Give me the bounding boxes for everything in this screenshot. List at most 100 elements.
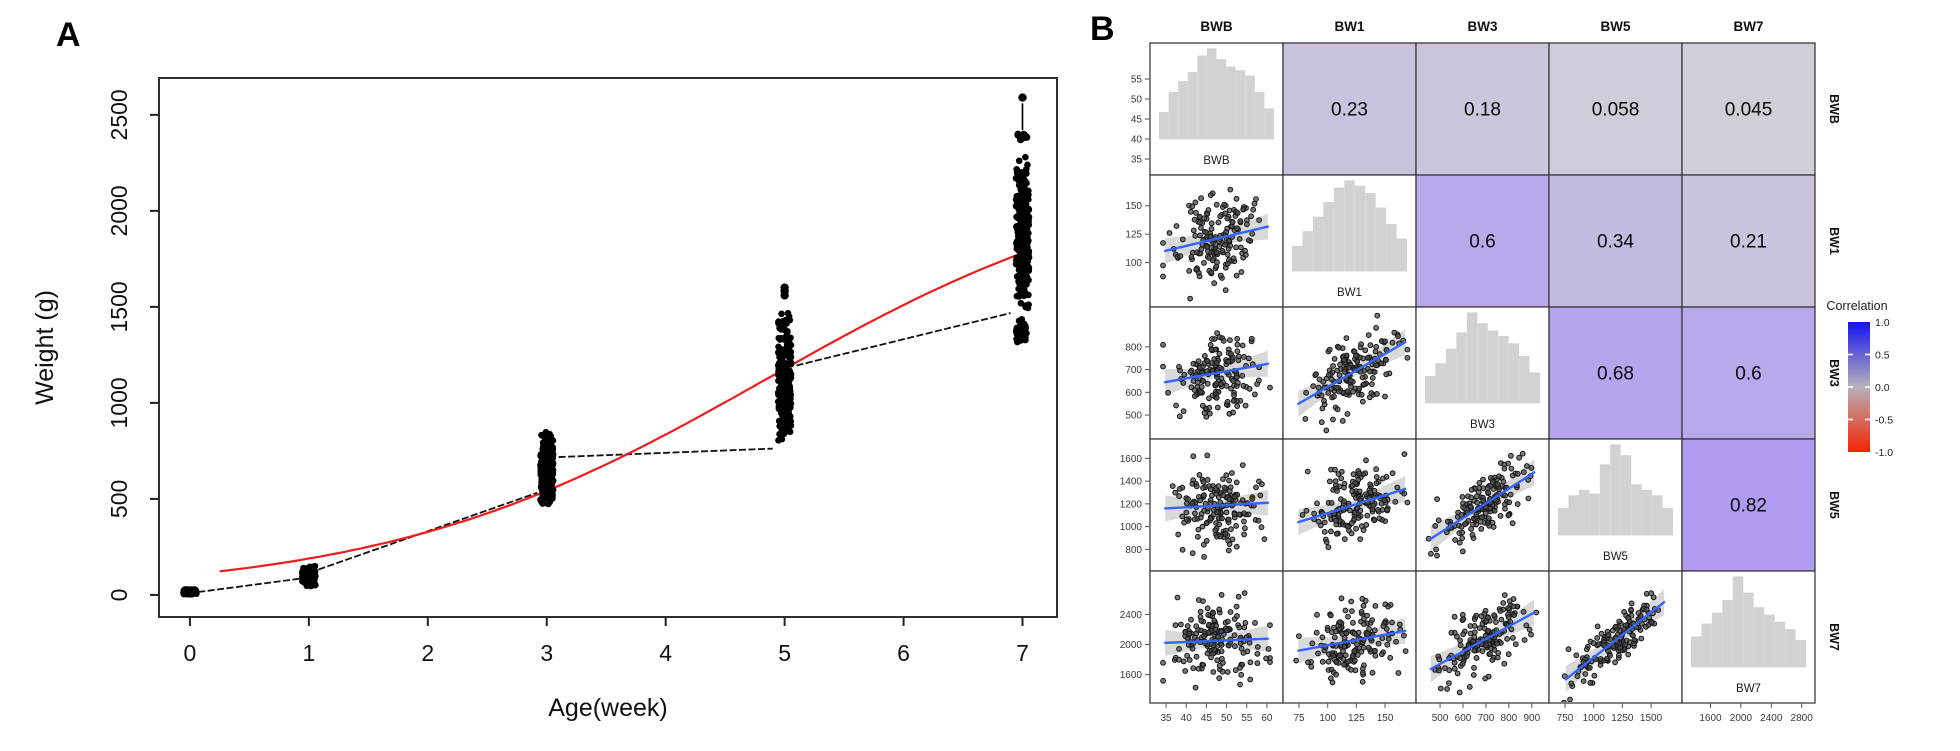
mean-segment — [796, 312, 1011, 367]
y-tick-label: 1500 — [106, 281, 132, 332]
column-header: BW3 — [1468, 19, 1498, 34]
regression-line — [1163, 225, 1270, 253]
mean-segment — [198, 577, 301, 593]
scatter-cell — [1429, 592, 1540, 696]
y-tick-label: 2500 — [106, 89, 132, 140]
column-header: BW7 — [1734, 19, 1764, 34]
matrix-bottom-axis: 35 40 45 50 55 60 75 100 125 150 500 600 700 800 900 75… — [1161, 703, 1814, 724]
left-tick-label: 35 — [1131, 155, 1143, 166]
regression-line — [1297, 629, 1407, 652]
bottom-tick-label: 800 — [1501, 713, 1518, 724]
left-tick-label: 800 — [1125, 545, 1142, 556]
panel-a-label: A — [56, 16, 81, 54]
row-header: BW5 — [1827, 491, 1841, 519]
correlation-matrix-plot: BWB BW1 BW3 BW5 BW7 BWB BW1 BW3 BW5 BW7 BWB 0.23 0.1… — [1120, 19, 1894, 724]
bottom-tick-label: 750 — [1557, 713, 1574, 724]
y-tick-label: 0 — [106, 589, 132, 602]
diagonal-histogram — [1558, 444, 1673, 536]
correlation-value: 0.045 — [1725, 100, 1773, 121]
scatter-cell — [1160, 590, 1273, 691]
fit-curve — [219, 253, 1020, 573]
bottom-tick-label: 1600 — [1699, 713, 1722, 724]
left-tick-label: 2000 — [1120, 640, 1143, 651]
diagonal-histogram — [1425, 312, 1540, 404]
diagonal-label: BW5 — [1603, 551, 1628, 563]
bottom-tick-label: 125 — [1348, 713, 1365, 724]
scatter-cell — [1297, 451, 1411, 551]
diagonal-label: BW7 — [1736, 683, 1761, 695]
growth-scatter-plot: 0 1 2 3 4 5 6 7 0 500 1000 1500 2000 2500 Age(week) Wei… — [31, 77, 1058, 722]
scatter-cell — [1561, 589, 1666, 702]
diagonal-label: BW3 — [1470, 419, 1495, 431]
left-tick-label: 50 — [1131, 95, 1143, 106]
bottom-tick-label: 75 — [1293, 713, 1305, 724]
diagonal-histogram — [1159, 48, 1274, 140]
left-tick-label: 500 — [1125, 411, 1142, 422]
scatter-cell — [1293, 595, 1409, 686]
left-tick-label: 55 — [1131, 75, 1143, 86]
bottom-tick-label: 55 — [1241, 713, 1253, 724]
correlation-value: 0.21 — [1730, 232, 1767, 253]
left-tick-label: 125 — [1125, 230, 1142, 241]
regression-line — [1297, 341, 1407, 405]
bottom-tick-label: 150 — [1377, 713, 1394, 724]
legend-tick-label: 1.0 — [1875, 317, 1890, 329]
diagonal-label: BW1 — [1337, 287, 1362, 299]
correlation-value: 0.82 — [1730, 496, 1767, 517]
left-tick-label: 1600 — [1120, 454, 1143, 465]
panel-b-label: B — [1090, 10, 1115, 48]
column-header: BW1 — [1335, 19, 1365, 34]
left-tick-label: 1200 — [1120, 499, 1143, 510]
correlation-value: 0.68 — [1597, 364, 1634, 385]
legend-title: Correlation — [1826, 299, 1887, 313]
y-axis-title: Weight (g) — [31, 290, 59, 405]
matrix-cells: BWB 0.23 0.18 0.058 0.045 BW1 0.6 0.34 0.21 BW3 0.… — [1149, 42, 1816, 704]
column-header: BWB — [1200, 19, 1232, 34]
left-tick-label: 1600 — [1120, 670, 1143, 681]
x-tick-label: 6 — [897, 640, 910, 666]
row-header: BW1 — [1827, 227, 1841, 255]
correlation-value: 0.34 — [1597, 232, 1634, 253]
row-header: BW3 — [1827, 359, 1841, 387]
left-tick-label: 100 — [1125, 258, 1142, 269]
legend-tick-label: 0.0 — [1875, 382, 1890, 394]
x-tick-label: 0 — [184, 640, 197, 666]
left-tick-label: 45 — [1131, 115, 1143, 126]
y-tick-label: 500 — [106, 480, 132, 518]
bottom-tick-label: 1250 — [1611, 713, 1634, 724]
left-tick-label: 1000 — [1120, 522, 1143, 533]
y-tick-label: 2000 — [106, 185, 132, 236]
x-tick-label: 2 — [421, 640, 434, 666]
left-tick-label: 600 — [1125, 388, 1142, 399]
bottom-tick-label: 500 — [1432, 713, 1449, 724]
legend-tick-label: 0.5 — [1875, 349, 1890, 361]
regression-line — [1163, 501, 1270, 510]
diagonal-histogram — [1691, 576, 1806, 668]
correlation-value: 0.6 — [1469, 232, 1495, 253]
matrix-row-labels: BWB BW1 BW3 BW5 BW7 — [1827, 94, 1841, 651]
bottom-tick-label: 1500 — [1640, 713, 1663, 724]
legend-tick-label: -0.5 — [1875, 414, 1893, 426]
left-tick-label: 40 — [1131, 135, 1143, 146]
scatter-cell — [1160, 186, 1270, 302]
y-tick-label: 1000 — [106, 377, 132, 428]
bottom-tick-label: 50 — [1221, 713, 1233, 724]
x-axis-title: Age(week) — [548, 694, 668, 722]
panel-a-axes: 0 1 2 3 4 5 6 7 0 500 1000 1500 2000 2500 Age(week) Wei… — [31, 77, 1058, 722]
x-tick-label: 1 — [302, 640, 315, 666]
regression-line — [1429, 611, 1536, 671]
correlation-legend: Correlation 1.0 0.5 0.0 -0.5 -1.0 — [1826, 299, 1893, 459]
matrix-left-axis: 35 40 45 50 55 100 125 150 500 600 700 800 800 1000 12… — [1120, 75, 1150, 681]
bottom-tick-label: 2800 — [1791, 713, 1814, 724]
bottom-tick-label: 45 — [1201, 713, 1213, 724]
x-tick-label: 4 — [659, 640, 672, 666]
left-tick-label: 700 — [1125, 365, 1142, 376]
bottom-tick-label: 2400 — [1760, 713, 1783, 724]
correlation-value: 0.23 — [1331, 100, 1368, 121]
correlation-value: 0.18 — [1464, 100, 1501, 121]
bottom-tick-label: 40 — [1181, 713, 1193, 724]
scatter-cell — [1160, 330, 1273, 420]
left-tick-label: 800 — [1125, 342, 1142, 353]
row-header: BWB — [1827, 94, 1841, 124]
